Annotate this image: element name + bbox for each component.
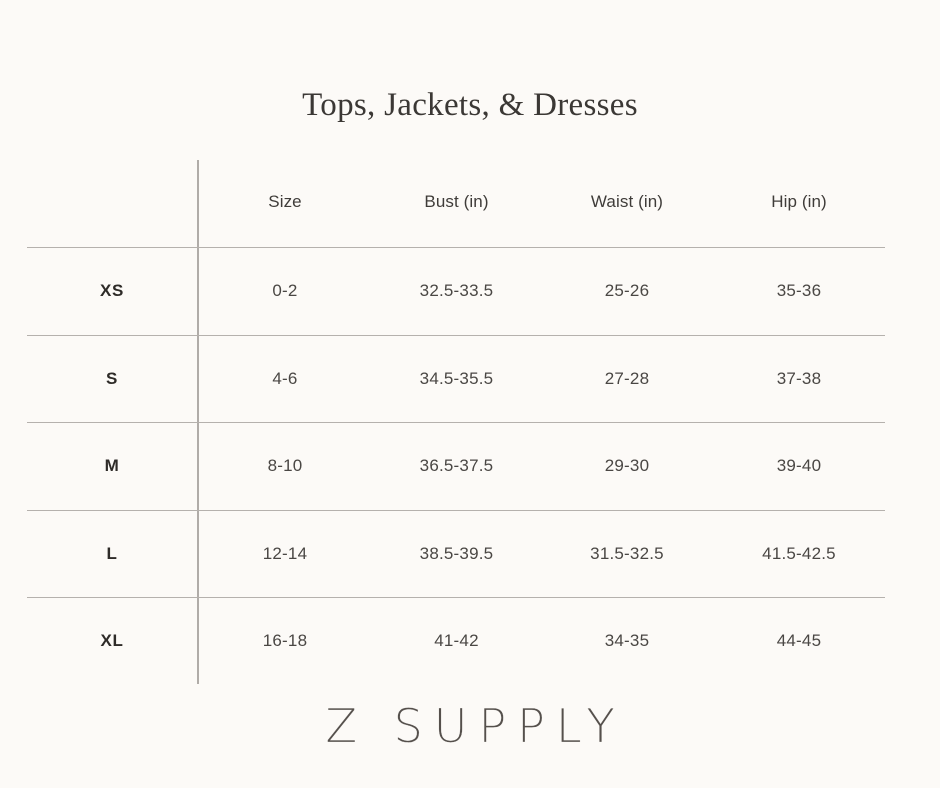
table-rule-2 [27,422,885,423]
table-cell-waist: 25-26 [604,281,650,300]
brand-logo: Z SUPPLY [325,699,626,753]
table-cell-bust: 41-42 [434,631,479,650]
table-cell-bust: 38.5-39.5 [419,544,494,563]
table-cell-hip: 35-36 [776,281,822,300]
column-header-waist: Waist (in) [590,192,664,211]
table-rule-1 [27,335,885,336]
table-row-size-label: L [106,544,118,563]
table-row-size-label: M [104,456,120,475]
table-cell-hip: 37-38 [776,369,822,388]
table-cell-size: 4-6 [272,369,298,388]
table-cell-bust: 32.5-33.5 [419,281,494,300]
column-header-bust: Bust (in) [424,192,489,211]
table-cell-size: 8-10 [267,456,303,475]
table-cell-size: 0-2 [272,281,298,300]
table-rule-4 [27,597,885,598]
table-cell-waist: 29-30 [604,456,650,475]
table-cell-bust: 34.5-35.5 [419,369,494,388]
table-row-size-label: XL [100,631,124,650]
table-row-size-label: XS [100,281,124,300]
table-cell-waist: 34-35 [604,631,650,650]
table-cell-size: 16-18 [262,631,308,650]
table-rule-3 [27,510,885,511]
column-header-hip: Hip (in) [771,192,827,211]
page-title: Tops, Jackets, & Dresses [302,87,638,123]
column-header-size: Size [268,192,302,211]
table-cell-bust: 36.5-37.5 [419,456,494,475]
table-row-size-label: S [106,369,118,388]
table-cell-size: 12-14 [262,544,308,563]
table-cell-waist: 31.5-32.5 [590,544,664,563]
table-rule-header [27,247,885,248]
table-cell-hip: 39-40 [776,456,822,475]
table-cell-hip: 41.5-42.5 [762,544,836,563]
table-cell-hip: 44-45 [776,631,822,650]
table-cell-waist: 27-28 [604,369,650,388]
